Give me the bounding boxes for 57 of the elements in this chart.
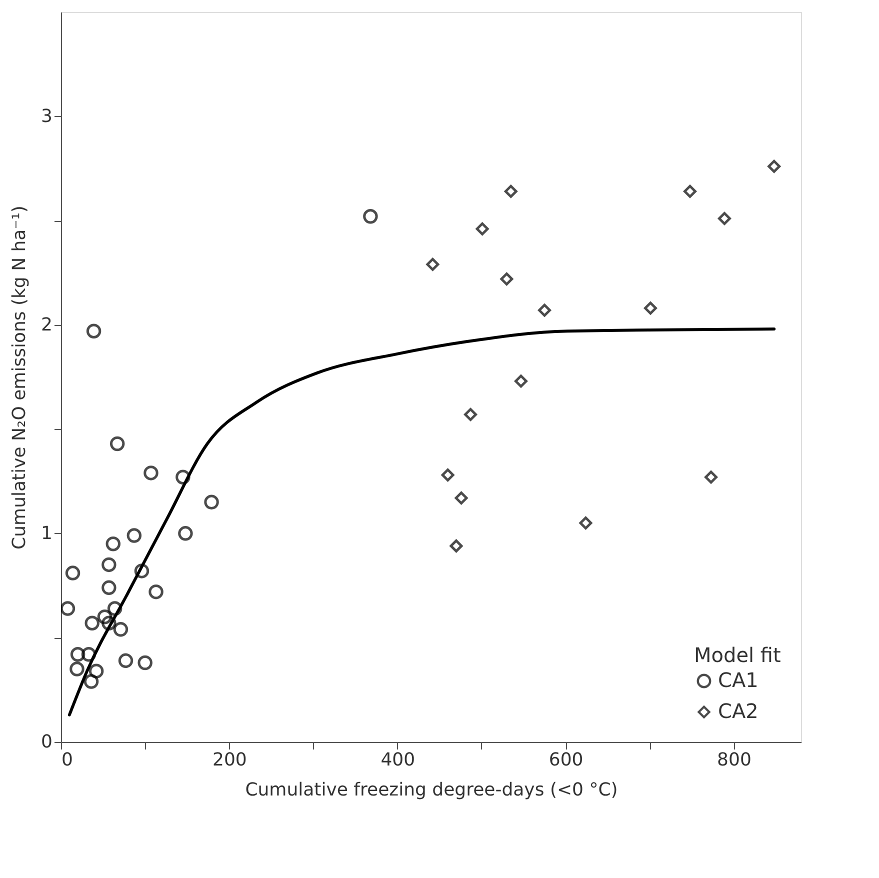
x-tick-label: 200	[212, 750, 247, 770]
point	[70, 647, 86, 662]
point	[88, 664, 104, 678]
point	[684, 184, 696, 198]
point	[464, 408, 478, 422]
point	[81, 647, 96, 662]
point	[504, 184, 518, 198]
point	[768, 160, 781, 173]
point	[102, 580, 116, 596]
point	[65, 566, 80, 580]
point	[441, 468, 454, 482]
x-axis-title: Cumulative freezing degree-days (<0 °C)	[245, 780, 618, 800]
legend-label: CA1	[718, 668, 758, 692]
point	[450, 539, 463, 552]
y-tick-label: 1	[41, 522, 52, 544]
point	[84, 616, 100, 630]
point	[126, 528, 142, 543]
point	[148, 584, 164, 600]
x-tick-label: 0	[62, 750, 73, 770]
x-tick-label: 400	[380, 750, 416, 770]
point	[102, 616, 116, 630]
point	[107, 601, 122, 616]
point	[176, 470, 190, 484]
point	[204, 494, 219, 510]
point	[102, 557, 116, 572]
point	[113, 622, 128, 637]
point	[500, 272, 514, 286]
point	[138, 655, 152, 670]
y-tick-label: 0	[41, 732, 52, 752]
y-tick-label: 2	[41, 314, 52, 336]
point	[118, 653, 134, 668]
point	[476, 222, 489, 236]
point	[134, 564, 150, 578]
legend-title: Model fit	[694, 643, 782, 667]
point	[454, 491, 468, 504]
x-tick-label: 600	[548, 750, 584, 770]
point	[579, 516, 592, 530]
point	[70, 662, 84, 676]
point	[110, 436, 125, 452]
point	[514, 374, 528, 388]
point	[144, 466, 158, 480]
point	[84, 674, 99, 689]
point	[178, 526, 193, 541]
y-tick-label: 3	[41, 106, 52, 127]
point	[426, 258, 440, 271]
point	[106, 536, 121, 552]
point	[718, 212, 731, 225]
point	[704, 470, 718, 484]
legend-label: CA2	[718, 699, 758, 723]
point	[538, 304, 552, 317]
point	[644, 302, 657, 315]
y-axis-title: Cumulative N₂O emissions (kg N ha⁻¹)	[9, 206, 30, 550]
point	[363, 209, 378, 224]
x-tick-label: 800	[717, 750, 752, 770]
point	[61, 601, 76, 616]
point	[86, 324, 102, 338]
point	[97, 609, 112, 624]
